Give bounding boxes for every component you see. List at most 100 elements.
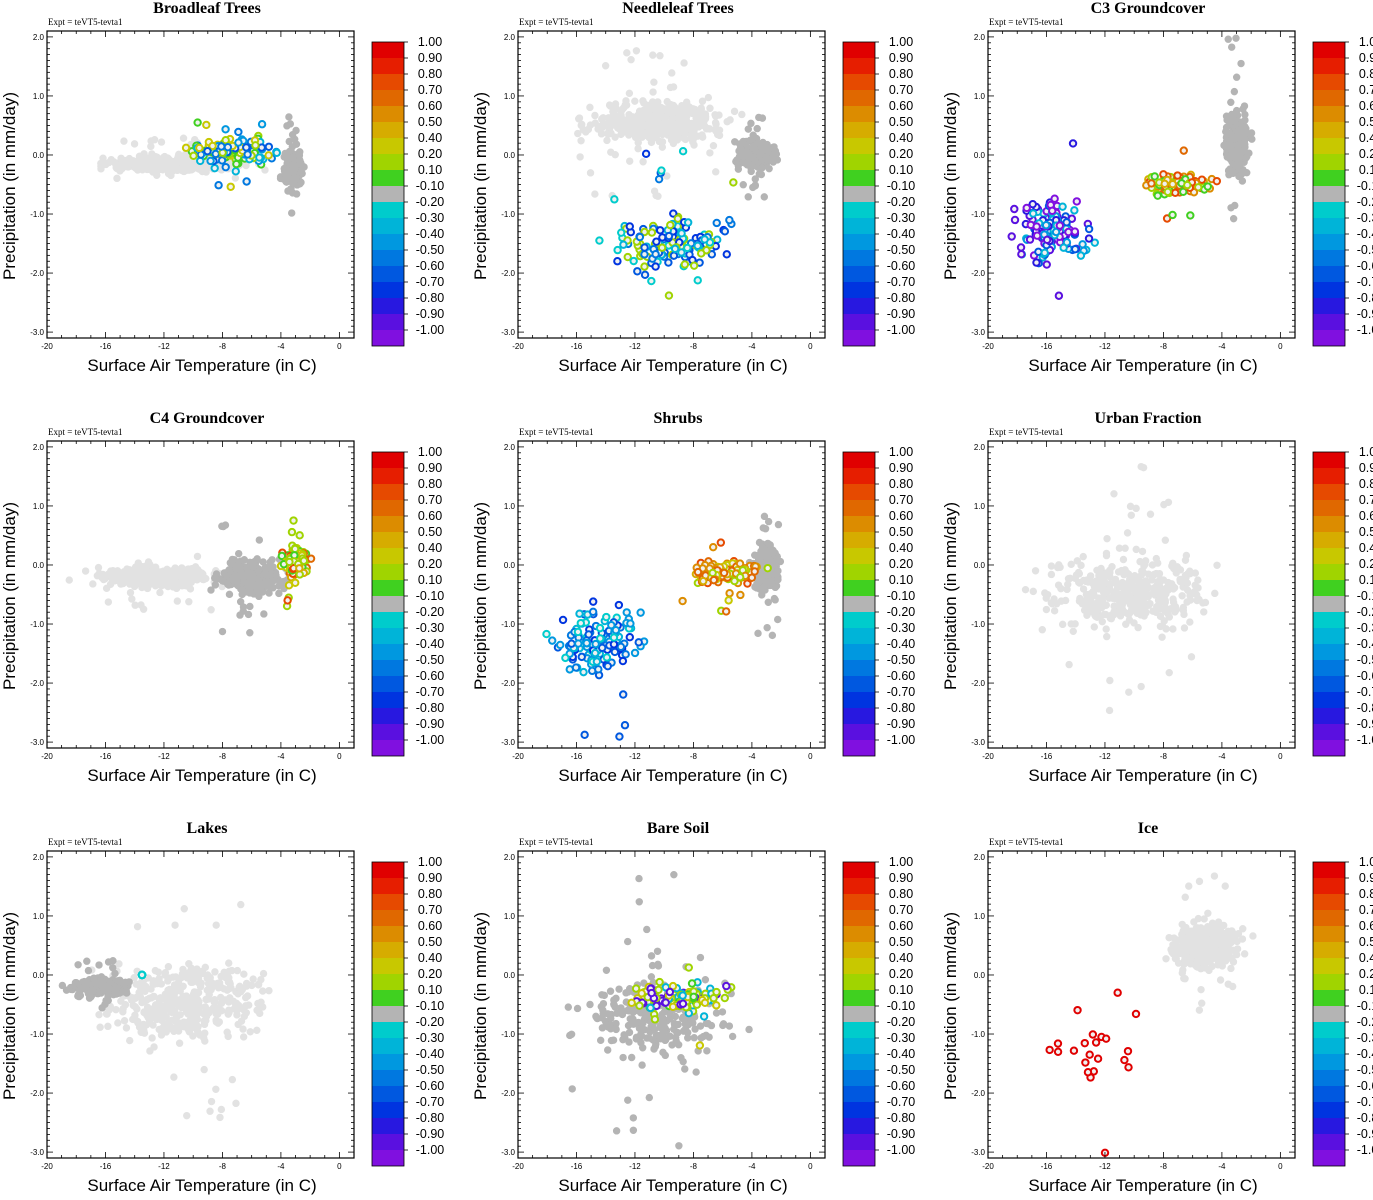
colorbar-label: -0.20	[1357, 195, 1373, 209]
data-point	[698, 118, 706, 127]
data-point	[577, 137, 585, 145]
data-point	[615, 732, 624, 741]
data-point	[169, 583, 177, 591]
data-point	[203, 146, 212, 156]
x-axis-label: Surface Air Temperature (in C)	[558, 356, 787, 375]
data-point	[1043, 590, 1052, 599]
data-point	[1090, 623, 1098, 631]
data-point	[234, 549, 243, 558]
colorbar-swatch	[1313, 170, 1345, 186]
data-point	[726, 116, 734, 124]
data-point	[1173, 171, 1182, 180]
data-point	[633, 267, 642, 276]
data-point	[664, 291, 674, 300]
data-point	[1042, 260, 1051, 269]
data-point	[1237, 59, 1245, 68]
data-point	[1070, 244, 1080, 254]
data-point	[655, 226, 665, 235]
data-point	[266, 582, 275, 591]
data-point	[94, 563, 103, 572]
data-point	[711, 112, 720, 120]
scatter-points	[1021, 462, 1221, 715]
x-tick-label: -16	[100, 752, 112, 761]
y-axis-label: Precipitation (in mm/day)	[941, 92, 960, 280]
data-point	[1073, 557, 1081, 565]
x-tick-label: -20	[512, 342, 524, 351]
data-point	[690, 141, 698, 149]
data-point	[258, 588, 267, 596]
data-point	[625, 89, 634, 98]
data-point	[651, 250, 660, 259]
scatter-points	[65, 516, 316, 637]
data-point	[590, 648, 600, 658]
data-point	[602, 653, 612, 662]
colorbar-swatch	[843, 138, 875, 154]
x-tick-label: -16	[571, 752, 583, 761]
data-point	[1040, 248, 1049, 258]
data-point	[108, 574, 116, 582]
data-point	[193, 552, 202, 561]
data-point	[155, 580, 163, 588]
data-point	[649, 103, 657, 112]
colorbar-label: 0.10	[418, 163, 442, 177]
data-point	[295, 564, 304, 573]
data-point	[157, 138, 166, 146]
data-point	[574, 129, 582, 138]
data-point	[632, 47, 641, 55]
chart-panel: C4 Groundcover Expt = teVT5-tevta1 -20 -16 -…	[0, 410, 444, 785]
y-tick-label: 2.0	[504, 443, 516, 452]
data-point	[678, 124, 687, 133]
data-point	[1179, 606, 1188, 615]
data-point	[1160, 179, 1169, 189]
data-point	[1084, 234, 1094, 243]
data-point	[1203, 182, 1212, 191]
data-point	[575, 114, 584, 122]
colorbar-swatch	[1313, 154, 1345, 170]
colorbar-swatch	[372, 314, 404, 330]
colorbar-label: -0.70	[1357, 275, 1373, 289]
data-point	[634, 638, 643, 647]
colorbar-swatch	[843, 58, 875, 74]
data-point	[1010, 215, 1020, 225]
data-point	[1105, 706, 1114, 715]
data-point	[774, 520, 783, 529]
data-point	[156, 588, 164, 597]
data-point	[1115, 544, 1124, 552]
colorbar-swatch	[843, 692, 875, 708]
data-point	[207, 606, 215, 614]
colorbar-swatch	[843, 484, 875, 500]
data-point	[586, 169, 595, 177]
data-point	[604, 114, 613, 122]
data-point	[567, 639, 576, 648]
x-tick-label: -8	[219, 752, 227, 761]
colorbar-label: -0.40	[887, 637, 916, 651]
colorbar-label: 0.90	[1359, 51, 1373, 65]
data-point	[693, 276, 702, 285]
data-point	[764, 539, 772, 548]
data-point	[1078, 240, 1087, 249]
x-tick-label: -8	[1160, 342, 1168, 351]
data-point	[292, 190, 301, 198]
data-point	[625, 222, 634, 231]
data-point	[652, 237, 661, 246]
y-tick-label: 1.0	[504, 502, 516, 511]
colorbar-swatch	[843, 660, 875, 676]
colorbar-label: -1.00	[887, 323, 916, 337]
data-point	[634, 139, 642, 147]
colorbar-swatch	[843, 282, 875, 298]
colorbar-label: -0.80	[416, 291, 445, 305]
data-point	[618, 690, 628, 699]
colorbar-swatch	[843, 452, 875, 468]
data-point	[657, 243, 667, 252]
data-point	[725, 589, 734, 598]
data-point	[609, 633, 619, 642]
data-point	[113, 174, 121, 183]
colorbar-swatch	[843, 612, 875, 628]
data-point	[246, 602, 254, 611]
colorbar-swatch	[843, 218, 875, 234]
data-point	[678, 146, 688, 156]
colorbar-label: 0.20	[418, 557, 442, 571]
chart-title: Shrubs	[654, 410, 703, 427]
colorbar-swatch	[1313, 42, 1345, 58]
